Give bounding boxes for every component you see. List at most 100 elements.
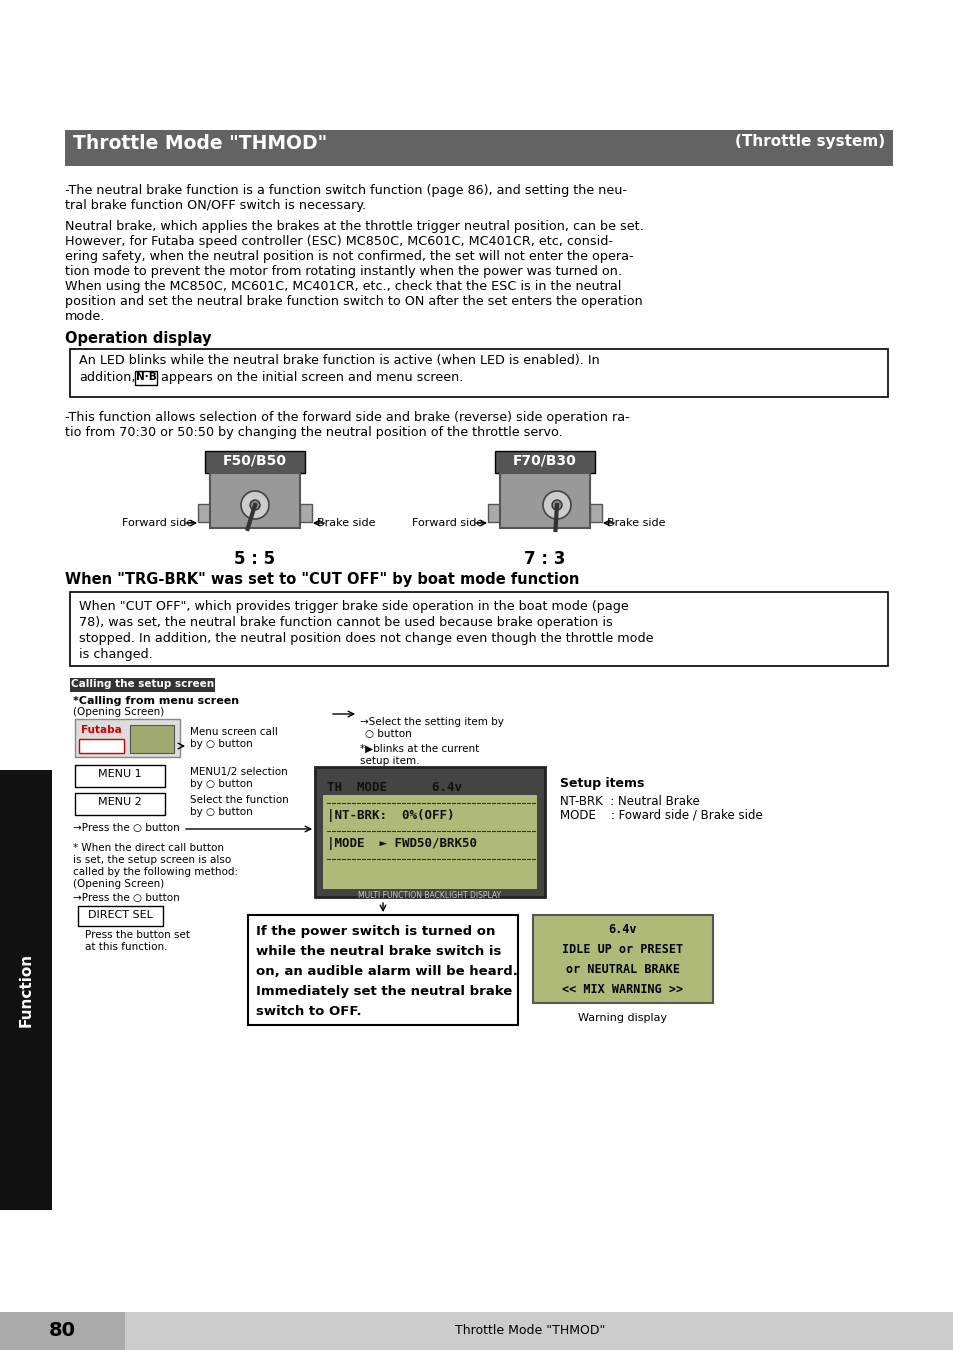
- Text: tion mode to prevent the motor from rotating instantly when the power was turned: tion mode to prevent the motor from rota…: [65, 265, 621, 278]
- Text: at this function.: at this function.: [85, 942, 168, 952]
- Text: Forward side: Forward side: [412, 518, 482, 528]
- Text: Brake side: Brake side: [316, 518, 375, 528]
- Text: Operation display: Operation display: [65, 331, 212, 346]
- Text: 5 : 5: 5 : 5: [234, 549, 275, 568]
- Text: ○ button: ○ button: [365, 729, 412, 738]
- Bar: [75, 765, 165, 787]
- Text: Press the button set: Press the button set: [85, 930, 190, 940]
- Text: is set, the setup screen is also: is set, the setup screen is also: [73, 855, 231, 865]
- Bar: [70, 678, 214, 693]
- Text: Select the function: Select the function: [190, 795, 289, 805]
- Text: ering safety, when the neutral position is not confirmed, the set will not enter: ering safety, when the neutral position …: [65, 250, 633, 263]
- Bar: [0, 1312, 953, 1350]
- Text: -This function allows selection of the forward side and brake (reverse) side ope: -This function allows selection of the f…: [65, 410, 629, 424]
- Text: →Press the ○ button: →Press the ○ button: [73, 892, 179, 903]
- Bar: [488, 504, 499, 522]
- Text: (Opening Screen): (Opening Screen): [73, 879, 164, 890]
- Text: on, an audible alarm will be heard.: on, an audible alarm will be heard.: [255, 965, 517, 977]
- Text: However, for Futaba speed controller (ESC) MC850C, MC601C, MC401CR, etc, consid-: However, for Futaba speed controller (ES…: [65, 235, 613, 248]
- Text: 80: 80: [49, 1322, 75, 1341]
- Bar: [533, 915, 712, 1003]
- Text: F50/B50: F50/B50: [223, 454, 287, 468]
- Text: →Select the setting item by: →Select the setting item by: [359, 717, 503, 728]
- Text: is changed.: is changed.: [79, 648, 152, 662]
- Text: Throttle Mode "THMOD": Throttle Mode "THMOD": [455, 1324, 604, 1338]
- Text: When "CUT OFF", which provides trigger brake side operation in the boat mode (pa: When "CUT OFF", which provides trigger b…: [79, 599, 628, 613]
- Text: When "TRG-BRK" was set to "CUT OFF" by boat mode function: When "TRG-BRK" was set to "CUT OFF" by b…: [65, 572, 578, 587]
- Text: (Opening Screen): (Opening Screen): [73, 707, 164, 717]
- Text: appears on the initial screen and menu screen.: appears on the initial screen and menu s…: [161, 371, 463, 383]
- Bar: [70, 350, 887, 397]
- Text: Warning display: Warning display: [578, 1012, 667, 1023]
- Text: Futaba: Futaba: [81, 725, 121, 734]
- Text: setup item.: setup item.: [359, 756, 419, 765]
- Text: When using the MC850C, MC601C, MC401CR, etc., check that the ESC is in the neutr: When using the MC850C, MC601C, MC401CR, …: [65, 279, 620, 293]
- Text: An LED blinks while the neutral brake function is active (when LED is enabled). : An LED blinks while the neutral brake fu…: [79, 354, 599, 367]
- Text: Menu screen call: Menu screen call: [190, 728, 277, 737]
- Bar: [70, 593, 887, 666]
- Bar: [210, 472, 299, 528]
- Text: 7 : 3: 7 : 3: [524, 549, 565, 568]
- Circle shape: [552, 500, 561, 510]
- Text: If the power switch is turned on: If the power switch is turned on: [255, 925, 495, 938]
- Bar: [323, 795, 537, 890]
- Text: MENU1/2 selection: MENU1/2 selection: [190, 767, 288, 778]
- Text: Function: Function: [18, 953, 33, 1027]
- Text: |MODE  ► FWD50/BRK50: |MODE ► FWD50/BRK50: [327, 837, 476, 850]
- Bar: [499, 472, 589, 528]
- Bar: [135, 371, 157, 385]
- Text: MENU 2: MENU 2: [98, 796, 142, 807]
- Text: NT-BRK  : Neutral Brake: NT-BRK : Neutral Brake: [559, 795, 699, 809]
- Text: while the neutral brake switch is: while the neutral brake switch is: [255, 945, 501, 958]
- Circle shape: [250, 500, 260, 510]
- Text: IDLE UP or PRESET: IDLE UP or PRESET: [562, 944, 683, 956]
- Text: (Throttle system): (Throttle system): [734, 134, 884, 148]
- Text: tral brake function ON/OFF switch is necessary.: tral brake function ON/OFF switch is nec…: [65, 198, 366, 212]
- Text: Neutral brake, which applies the brakes at the throttle trigger neutral position: Neutral brake, which applies the brakes …: [65, 220, 643, 234]
- Text: or NEUTRAL BRAKE: or NEUTRAL BRAKE: [565, 963, 679, 976]
- Text: MULTI FUNCTION BACKLIGHT DISPLAY: MULTI FUNCTION BACKLIGHT DISPLAY: [358, 891, 501, 900]
- Text: switch to OFF.: switch to OFF.: [255, 1004, 361, 1018]
- Text: position and set the neutral brake function switch to ON after the set enters th: position and set the neutral brake funct…: [65, 296, 642, 308]
- Bar: [0, 769, 52, 1210]
- Text: *Calling from menu screen: *Calling from menu screen: [73, 697, 239, 706]
- Text: Calling the setup screen: Calling the setup screen: [71, 679, 213, 688]
- Bar: [75, 792, 165, 815]
- Bar: [0, 1312, 125, 1350]
- Text: MENU 1: MENU 1: [98, 769, 142, 779]
- Bar: [130, 725, 173, 753]
- Text: Throttle Mode "THMOD": Throttle Mode "THMOD": [73, 134, 327, 153]
- Text: F70/B30: F70/B30: [513, 454, 577, 468]
- Ellipse shape: [241, 491, 269, 518]
- Text: →Press the ○ button: →Press the ○ button: [73, 824, 179, 833]
- Text: called by the following method:: called by the following method:: [73, 867, 238, 878]
- Bar: [495, 451, 595, 472]
- Text: Brake side: Brake side: [606, 518, 665, 528]
- Bar: [205, 451, 305, 472]
- Bar: [589, 504, 601, 522]
- Text: MODE    : Foward side / Brake side: MODE : Foward side / Brake side: [559, 809, 762, 822]
- Bar: [198, 504, 210, 522]
- Text: by ○ button: by ○ button: [190, 779, 253, 788]
- Text: *▶blinks at the current: *▶blinks at the current: [359, 744, 478, 755]
- Text: addition,: addition,: [79, 371, 135, 383]
- Text: 78), was set, the neutral brake function cannot be used because brake operation : 78), was set, the neutral brake function…: [79, 616, 612, 629]
- Text: N·B: N·B: [135, 373, 156, 382]
- Bar: [78, 906, 163, 926]
- Text: Immediately set the neutral brake: Immediately set the neutral brake: [255, 986, 512, 998]
- Text: -The neutral brake function is a function switch function (page 86), and setting: -The neutral brake function is a functio…: [65, 184, 626, 197]
- Text: stopped. In addition, the neutral position does not change even though the throt: stopped. In addition, the neutral positi…: [79, 632, 653, 645]
- Bar: [299, 504, 312, 522]
- Text: 6.4v: 6.4v: [608, 923, 637, 936]
- Text: << MIX WARNING >>: << MIX WARNING >>: [562, 983, 683, 996]
- Bar: [314, 767, 544, 896]
- Text: TH  MODE      6.4v: TH MODE 6.4v: [327, 782, 461, 794]
- Text: tio from 70:30 or 50:50 by changing the neutral position of the throttle servo.: tio from 70:30 or 50:50 by changing the …: [65, 427, 562, 439]
- Text: DIRECT SEL: DIRECT SEL: [88, 910, 152, 919]
- Text: |NT-BRK:  0%(OFF): |NT-BRK: 0%(OFF): [327, 809, 454, 822]
- Bar: [79, 738, 124, 753]
- Text: Setup items: Setup items: [559, 778, 643, 790]
- Ellipse shape: [542, 491, 571, 518]
- Text: Forward side: Forward side: [122, 518, 193, 528]
- Text: by ○ button: by ○ button: [190, 738, 253, 749]
